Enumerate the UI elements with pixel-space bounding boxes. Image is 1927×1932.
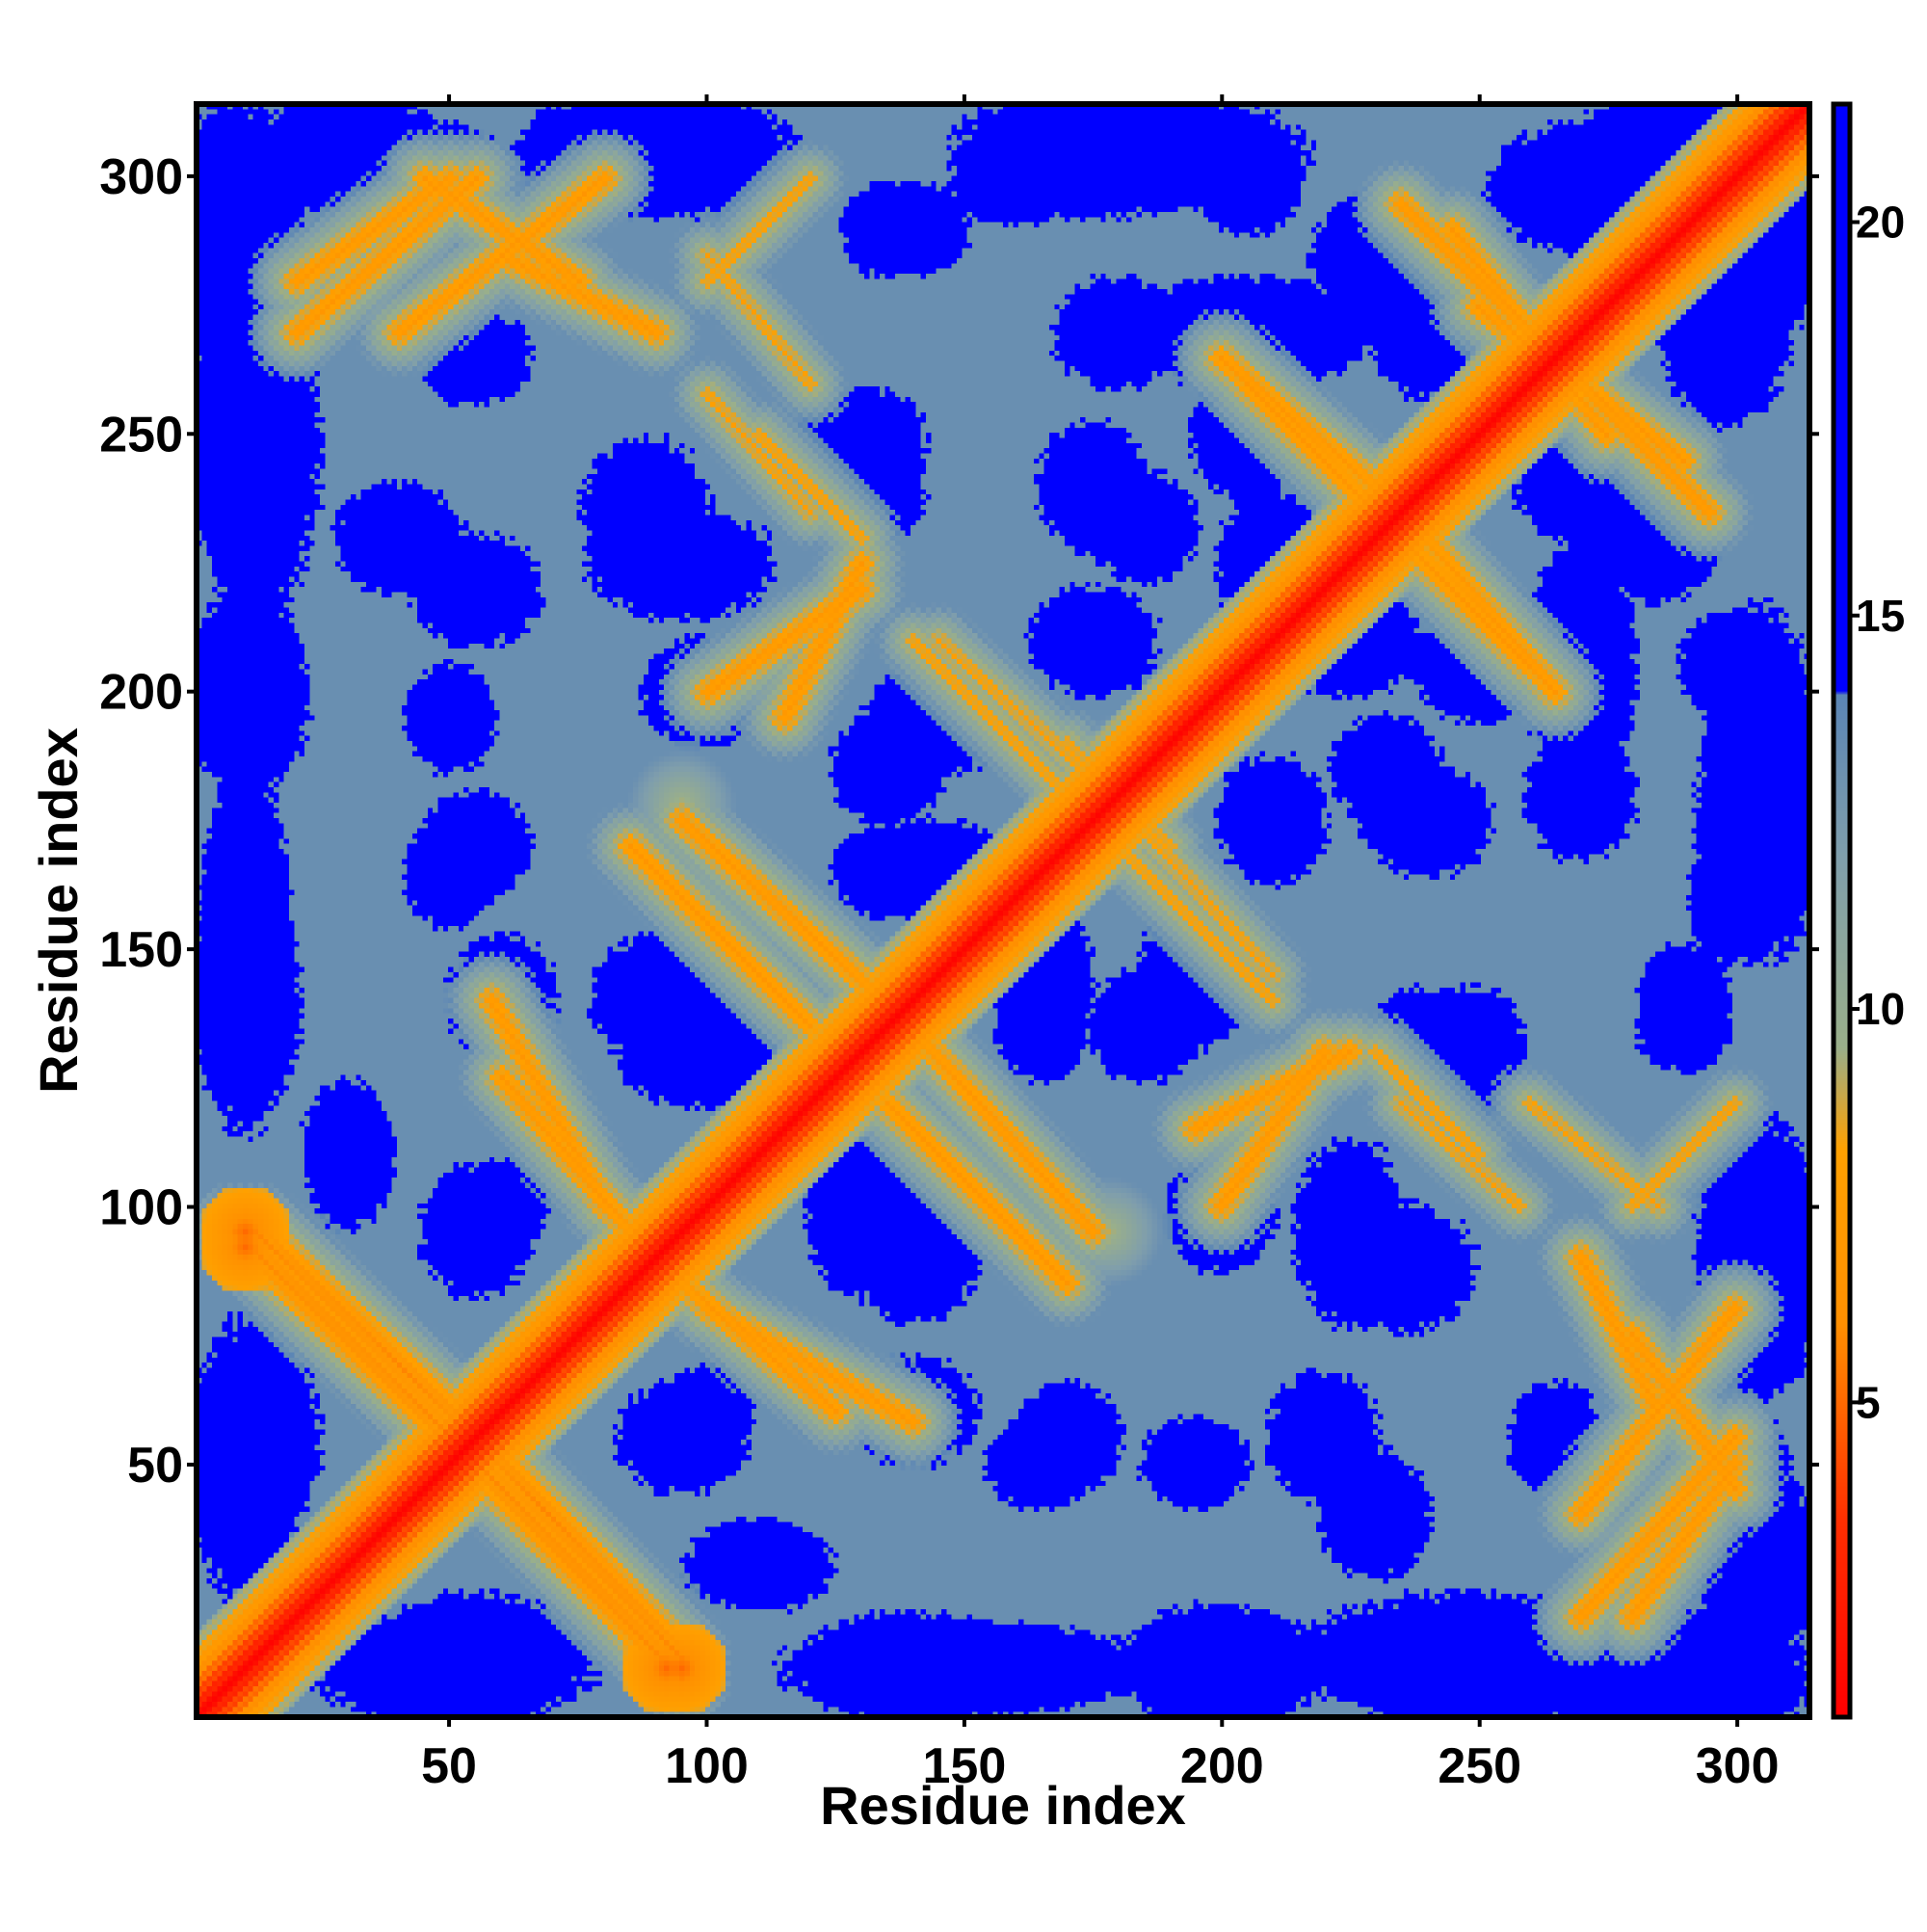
y-tick-label: 300 <box>99 149 183 205</box>
x-tick-label: 50 <box>421 1738 477 1794</box>
plot-frame <box>194 101 1812 1720</box>
colorbar-frame <box>1831 101 1853 1720</box>
y-tick-label: 50 <box>127 1438 183 1494</box>
x-tick-label: 300 <box>1696 1738 1780 1794</box>
y-tick-label: 250 <box>99 407 183 463</box>
x-tick-label: 200 <box>1180 1738 1264 1794</box>
y-tick-label: 200 <box>99 665 183 721</box>
colorbar-tick-label: 15 <box>1856 591 1905 641</box>
colorbar-tick-label: 5 <box>1856 1377 1881 1427</box>
y-axis-title: Residue index <box>28 728 89 1094</box>
colorbar-ticks-layer: 5 10 15 20 <box>1850 197 1905 1427</box>
x-tick-label: 150 <box>923 1738 1007 1794</box>
x-tick-label: 250 <box>1438 1738 1521 1794</box>
colorbar-tick-label: 20 <box>1856 197 1905 247</box>
heatmap-image <box>197 104 1809 1717</box>
colorbar-image <box>1834 104 1850 1717</box>
y-tick-label: 150 <box>99 922 183 978</box>
colorbar-tick-label: 10 <box>1856 984 1905 1034</box>
y-tick-label: 100 <box>99 1180 183 1236</box>
x-tick-label: 100 <box>665 1738 749 1794</box>
ticks-layer: 50 100 150 200 250 300 50 100 150 200 250 300 <box>99 94 1819 1794</box>
x-axis-title: Residue index <box>820 1775 1186 1836</box>
